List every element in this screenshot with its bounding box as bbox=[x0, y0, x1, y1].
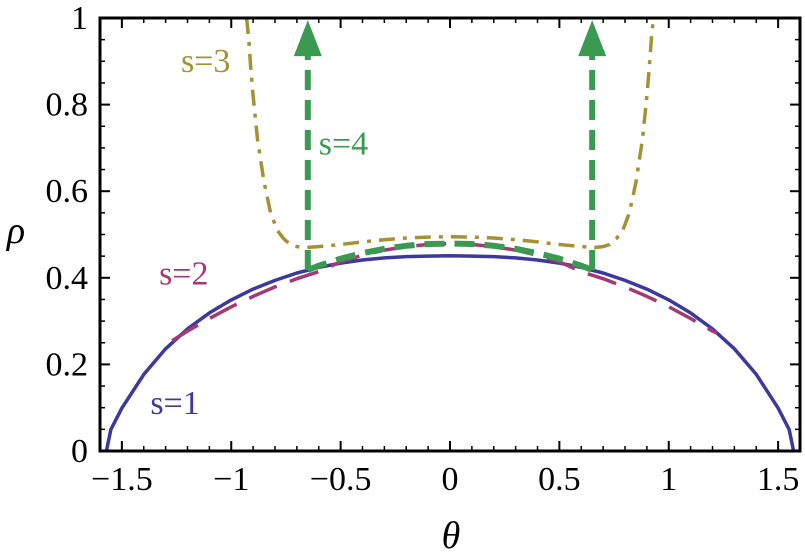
y-tick-labels: 0 0.2 0.4 0.6 0.8 1 bbox=[46, 0, 89, 470]
y-tick-label: 0.8 bbox=[46, 87, 89, 124]
annotation-layer: s=1 s=2 s=3 s=4 bbox=[150, 43, 368, 422]
y-tick-label: 0.6 bbox=[46, 173, 89, 210]
x-tick-label: 0 bbox=[442, 461, 459, 498]
series-2 bbox=[171, 241, 718, 343]
series-label: s=2 bbox=[159, 255, 208, 292]
series-layer bbox=[104, 17, 796, 452]
plot-frame bbox=[98, 16, 802, 453]
tick-marks bbox=[99, 17, 801, 452]
y-tick-label: 0.4 bbox=[46, 260, 89, 297]
x-tick-label: −0.5 bbox=[310, 461, 372, 498]
x-tick-label: 0.5 bbox=[538, 461, 581, 498]
series-line bbox=[171, 241, 718, 343]
x-tick-labels: −1.5 −1 −0.5 0 0.5 1 1.5 bbox=[91, 461, 799, 498]
arrow-head bbox=[578, 20, 607, 57]
x-tick-label: 1 bbox=[660, 461, 677, 498]
y-tick-label: 1 bbox=[71, 0, 88, 37]
series-label: s=1 bbox=[150, 385, 199, 422]
arrow-head bbox=[293, 20, 322, 57]
series-label: s=4 bbox=[319, 125, 368, 162]
y-tick-label: 0 bbox=[71, 433, 88, 470]
x-axis-label: θ bbox=[442, 515, 461, 554]
series-1 bbox=[104, 253, 796, 452]
x-tick-label: 1.5 bbox=[757, 461, 800, 498]
y-tick-label: 0.2 bbox=[46, 346, 89, 383]
series-line bbox=[104, 253, 796, 452]
x-tick-label: −1 bbox=[213, 461, 249, 498]
series-label: s=3 bbox=[181, 43, 230, 80]
y-axis-label: ρ bbox=[6, 210, 25, 252]
series-4 bbox=[293, 20, 607, 273]
series-line bbox=[306, 240, 594, 273]
x-tick-label: −1.5 bbox=[91, 461, 153, 498]
